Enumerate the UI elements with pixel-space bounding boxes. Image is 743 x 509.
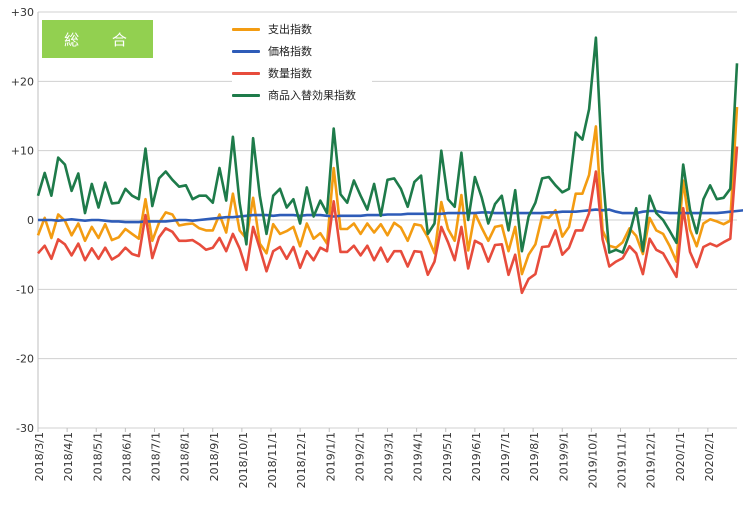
x-tick-label: 2019/9/1 (557, 432, 570, 481)
x-tick-label: 2018/11/1 (266, 432, 279, 488)
legend-item: 価格指数 (232, 40, 372, 62)
x-tick-label: 2019/8/1 (528, 432, 541, 481)
x-tick-label: 2020/2/1 (703, 432, 716, 481)
series-line (36, 36, 739, 254)
x-tick-label: 2018/8/1 (179, 432, 192, 481)
series-lines (36, 36, 743, 295)
x-tick-label: 2019/4/1 (412, 432, 425, 481)
legend-swatch (232, 27, 260, 31)
x-tick-label: 2019/7/1 (499, 432, 512, 481)
x-tick-label: 2018/3/1 (33, 432, 46, 481)
x-tick-label: 2018/12/1 (295, 432, 308, 488)
y-tick-label: +20 (11, 75, 34, 88)
y-axis: +30 +20 +10 0 -10 -20 -30 (11, 6, 39, 435)
y-tick-label: 0 (27, 214, 34, 227)
legend-swatch (232, 49, 260, 53)
legend-swatch (232, 71, 260, 75)
series-line (37, 146, 739, 295)
x-tick-label: 2019/2/1 (353, 432, 366, 481)
y-tick-label: -20 (16, 353, 34, 366)
legend-label: 価格指数 (268, 45, 312, 58)
legend-label: 支出指数 (268, 23, 312, 36)
y-tick-label: +30 (11, 6, 34, 19)
x-axis: 2018/3/1 2018/4/1 2018/5/1 2018/6/1 2018/7/1… (33, 428, 716, 488)
x-tick-label: 2019/6/1 (470, 432, 483, 481)
x-tick-label: 2019/12/1 (645, 432, 658, 488)
x-tick-label: 2018/5/1 (91, 432, 104, 481)
chart-title-text: 総 合 (64, 30, 141, 49)
series-line (36, 106, 739, 276)
x-tick-label: 2020/1/1 (674, 432, 687, 481)
legend: 支出指数価格指数数量指数商品入替効果指数 (232, 18, 372, 106)
y-tick-label: -30 (16, 422, 34, 435)
legend-swatch (232, 93, 260, 97)
x-tick-label: 2019/11/1 (616, 432, 629, 488)
legend-item: 商品入替効果指数 (232, 84, 372, 106)
x-tick-label: 2018/6/1 (120, 432, 133, 481)
x-tick-label: 2019/3/1 (383, 432, 396, 481)
x-tick-label: 2018/7/1 (150, 432, 163, 481)
legend-label: 商品入替効果指数 (268, 89, 356, 102)
x-tick-label: 2018/10/1 (237, 432, 250, 488)
legend-label: 数量指数 (268, 67, 312, 80)
legend-item: 数量指数 (232, 62, 372, 84)
x-tick-label: 2018/9/1 (208, 432, 221, 481)
series-line (38, 208, 743, 224)
legend-item: 支出指数 (232, 18, 372, 40)
chart-title: 総 合 (42, 20, 153, 58)
x-tick-label: 2019/10/1 (586, 432, 599, 488)
x-tick-label: 2019/5/1 (441, 432, 454, 481)
y-tick-label: +10 (11, 145, 34, 158)
y-tick-label: -10 (16, 283, 34, 296)
x-tick-label: 2018/4/1 (62, 432, 75, 481)
x-tick-label: 2019/1/1 (324, 432, 337, 481)
